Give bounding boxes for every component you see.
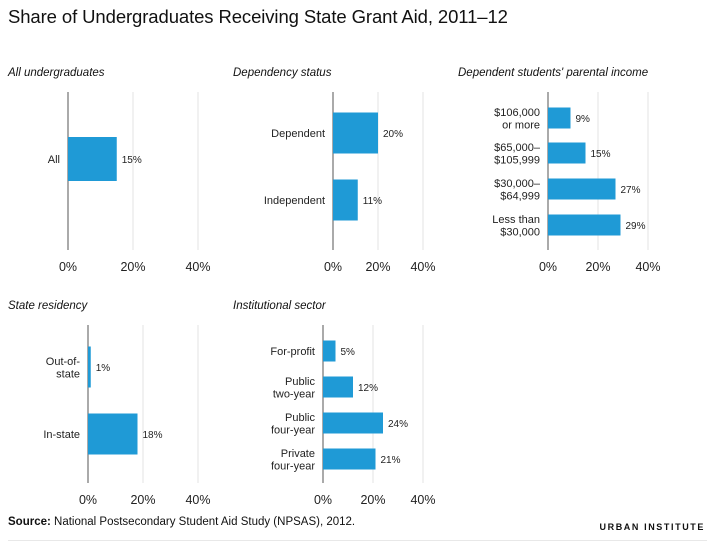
category-label-line: $30,000: [500, 226, 540, 238]
category-label-line: two-year: [273, 388, 316, 400]
x-tick-label: 40%: [410, 493, 435, 507]
bar-value-label: 21%: [381, 455, 401, 466]
category-label: Private four-year: [271, 448, 315, 473]
category-label: Dependent: [271, 128, 325, 140]
category-label-line: $105,999: [494, 154, 540, 166]
panel-title-dependency-status: Dependency status: [233, 67, 332, 79]
category-label-line: Independent: [264, 195, 325, 207]
x-tick-label: 40%: [635, 260, 660, 274]
brand-logo: URBAN INSTITUTE: [599, 522, 705, 532]
bar-value-label: 12%: [358, 383, 378, 394]
panel-title-parental-income: Dependent students' parental income: [458, 67, 649, 79]
panel-title-institutional-sector: Institutional sector: [233, 300, 326, 312]
x-tick-label: 0%: [324, 260, 342, 274]
bar: [68, 137, 117, 181]
source-text: National Postsecondary Student Aid Study…: [54, 516, 356, 528]
bar: [323, 376, 353, 398]
x-tick-label: 0%: [539, 260, 557, 274]
category-label-line: All: [48, 154, 60, 166]
bar-value-label: 15%: [591, 149, 611, 160]
bar: [88, 413, 138, 455]
category-label-line: Public: [285, 412, 315, 424]
x-tick-label: 20%: [120, 260, 145, 274]
category-label-line: Public: [285, 376, 315, 388]
source-note: Source: National Postsecondary Student A…: [8, 516, 355, 528]
category-label-line: $64,999: [500, 190, 540, 202]
bar-value-label: 24%: [388, 419, 408, 430]
category-label: $65,000– $105,999: [494, 142, 541, 167]
bar: [333, 179, 358, 221]
bar-value-label: 20%: [383, 129, 403, 140]
category-label-line: four-year: [271, 460, 315, 472]
category-label: All: [48, 154, 60, 166]
category-label-line: Less than: [492, 214, 540, 226]
category-label-line: Private: [281, 448, 315, 460]
category-label: In-state: [43, 429, 80, 441]
category-label: Out-of-state: [46, 356, 81, 381]
bar: [548, 214, 621, 236]
category-label: Less than $30,000: [492, 214, 540, 239]
bar: [323, 412, 383, 434]
x-tick-label: 20%: [365, 260, 390, 274]
panel-title-all-undergraduates: All undergraduates: [8, 67, 105, 79]
category-label-line: $65,000–: [494, 142, 541, 154]
category-label-line: state: [56, 368, 80, 380]
bar-value-label: 29%: [626, 221, 646, 232]
category-label: $106,000 or more: [494, 107, 540, 132]
x-tick-label: 20%: [585, 260, 610, 274]
category-label-line: or more: [502, 119, 540, 131]
bar-value-label: 18%: [143, 430, 163, 441]
category-label-line: Dependent: [271, 128, 325, 140]
category-label-line: In-state: [43, 429, 80, 441]
bar: [323, 448, 376, 470]
category-label-line: $30,000–: [494, 178, 541, 190]
footer-rule: [8, 540, 707, 541]
bar-value-label: 15%: [122, 155, 142, 166]
bar-value-label: 1%: [96, 363, 111, 374]
x-tick-label: 20%: [360, 493, 385, 507]
bar-value-label: 11%: [363, 196, 382, 207]
bar: [323, 340, 336, 362]
bar-value-label: 27%: [621, 185, 641, 196]
category-label-line: Out-of-: [46, 356, 81, 368]
bar: [548, 142, 586, 164]
bar: [548, 178, 616, 200]
category-label-line: For-profit: [270, 346, 315, 358]
bar-value-label: 5%: [341, 347, 356, 358]
category-label: Public four-year: [271, 412, 316, 437]
category-label-line: $106,000: [494, 107, 540, 119]
category-label: For-profit: [270, 346, 315, 358]
x-tick-label: 40%: [410, 260, 435, 274]
x-tick-label: 20%: [130, 493, 155, 507]
x-tick-label: 40%: [185, 260, 210, 274]
bar: [548, 107, 571, 129]
panel-title-state-residency: State residency: [8, 300, 88, 312]
x-tick-label: 0%: [59, 260, 77, 274]
source-label: Source:: [8, 516, 51, 528]
bar-value-label: 9%: [576, 114, 591, 125]
category-label: $30,000– $64,999: [494, 178, 541, 203]
category-label-line: four-year: [271, 424, 315, 436]
x-tick-label: 0%: [314, 493, 332, 507]
bar: [333, 112, 378, 154]
chart-title: Share of Undergraduates Receiving State …: [8, 6, 508, 27]
x-tick-label: 40%: [185, 493, 210, 507]
x-tick-label: 0%: [79, 493, 97, 507]
bar: [88, 346, 91, 388]
category-label: Public two-year: [273, 376, 316, 401]
category-label: Independent: [264, 195, 325, 207]
